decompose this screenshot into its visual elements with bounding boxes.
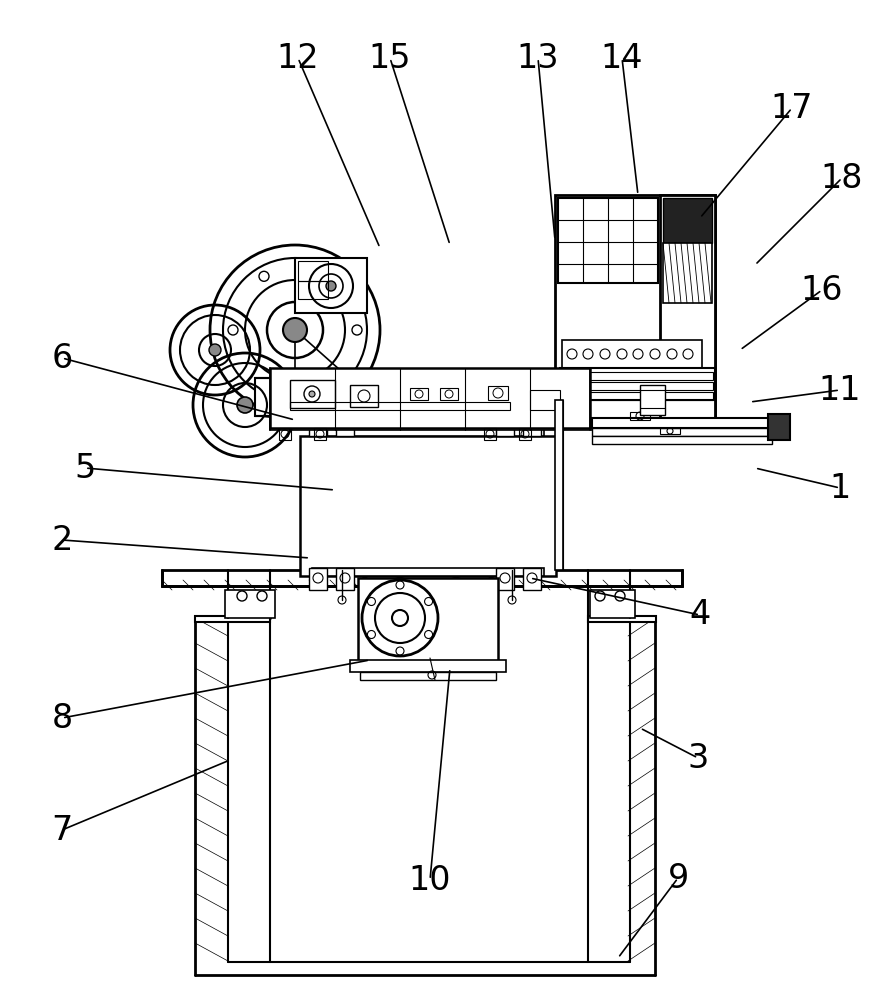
Bar: [298, 261, 328, 281]
Bar: [350, 385, 378, 407]
Bar: [360, 672, 496, 680]
Text: 2: 2: [51, 524, 72, 556]
Text: 13: 13: [517, 41, 559, 75]
Bar: [555, 400, 563, 570]
Bar: [592, 418, 772, 428]
Bar: [336, 414, 354, 436]
Text: 5: 5: [74, 452, 96, 485]
Bar: [312, 428, 544, 436]
Text: 14: 14: [601, 41, 643, 75]
Text: 18: 18: [821, 161, 864, 194]
Bar: [560, 368, 715, 400]
Text: 8: 8: [52, 702, 72, 734]
Bar: [270, 418, 640, 430]
Text: 7: 7: [52, 814, 72, 846]
Bar: [270, 411, 640, 418]
Polygon shape: [295, 330, 340, 410]
Bar: [225, 590, 275, 618]
Bar: [195, 616, 270, 622]
Bar: [279, 428, 291, 440]
Polygon shape: [260, 380, 390, 430]
Bar: [309, 414, 327, 436]
Text: 11: 11: [819, 373, 861, 406]
Bar: [562, 382, 713, 390]
Bar: [295, 258, 367, 313]
Circle shape: [326, 281, 336, 291]
Bar: [290, 402, 510, 410]
Bar: [496, 568, 514, 590]
Bar: [588, 616, 656, 622]
Bar: [298, 281, 328, 299]
Bar: [270, 390, 640, 404]
Bar: [562, 392, 713, 400]
Bar: [592, 428, 772, 436]
Bar: [375, 380, 465, 386]
Text: 15: 15: [369, 41, 412, 75]
Circle shape: [418, 480, 438, 500]
Circle shape: [209, 344, 221, 356]
Text: 12: 12: [277, 41, 320, 75]
Bar: [530, 390, 560, 410]
Text: 6: 6: [52, 342, 72, 374]
Text: 9: 9: [667, 861, 689, 894]
Bar: [350, 660, 506, 672]
Bar: [255, 378, 335, 416]
Bar: [309, 568, 327, 590]
Text: 4: 4: [689, 598, 711, 632]
Bar: [312, 568, 544, 576]
Bar: [660, 195, 715, 420]
Bar: [519, 428, 531, 440]
Bar: [630, 412, 650, 420]
Bar: [410, 388, 428, 400]
Bar: [314, 428, 326, 440]
Bar: [558, 198, 658, 283]
Bar: [592, 436, 772, 444]
Bar: [523, 568, 541, 590]
Text: 10: 10: [409, 863, 451, 896]
Bar: [300, 436, 556, 576]
Text: 3: 3: [688, 742, 709, 774]
Bar: [488, 386, 508, 400]
Text: 17: 17: [771, 92, 814, 124]
Bar: [663, 243, 712, 303]
Bar: [590, 590, 635, 618]
Bar: [562, 372, 713, 380]
Bar: [496, 414, 514, 436]
Bar: [370, 386, 470, 408]
Bar: [484, 428, 496, 440]
Bar: [270, 368, 590, 428]
Bar: [562, 340, 702, 368]
Bar: [162, 570, 682, 586]
Bar: [555, 195, 715, 420]
Bar: [523, 414, 541, 436]
Bar: [768, 414, 790, 440]
Bar: [660, 428, 680, 434]
Circle shape: [283, 318, 307, 342]
Circle shape: [309, 391, 315, 397]
Bar: [640, 385, 665, 415]
Bar: [440, 388, 458, 400]
Text: 1: 1: [830, 472, 851, 504]
Bar: [336, 568, 354, 590]
Bar: [663, 198, 712, 243]
Circle shape: [237, 397, 253, 413]
Text: 16: 16: [801, 273, 843, 306]
Bar: [290, 380, 335, 408]
Bar: [358, 578, 498, 663]
Bar: [270, 404, 640, 411]
